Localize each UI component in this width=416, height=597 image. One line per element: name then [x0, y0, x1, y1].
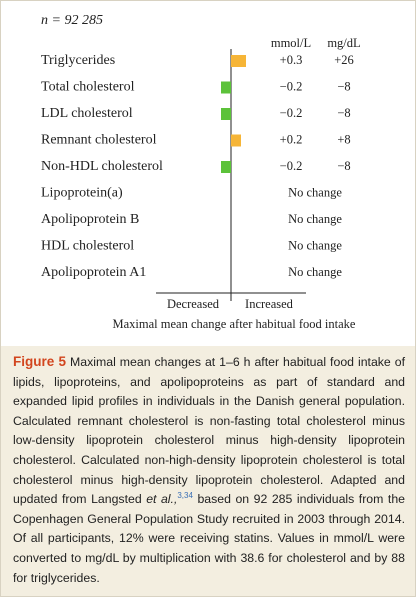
column-header: mmol/L	[271, 36, 311, 50]
bar	[231, 134, 241, 147]
value-label: −0.2	[280, 79, 303, 93]
row-label: HDL cholesterol	[41, 239, 134, 254]
bar	[231, 55, 246, 67]
caption-text: based on 92 285 individuals from the Cop…	[13, 492, 405, 585]
column-header: mg/dL	[327, 36, 360, 50]
value-label: −8	[337, 106, 350, 120]
value-label: +0.2	[280, 132, 303, 146]
row-label: Remnant cholesterol	[41, 133, 157, 148]
value-label: −8	[337, 79, 350, 93]
caption-reference: 3,34	[177, 491, 193, 501]
bar	[221, 81, 231, 94]
bar	[221, 161, 231, 173]
caption-italic: et al.,	[146, 492, 178, 507]
bar	[221, 108, 231, 120]
no-change-label: No change	[288, 265, 342, 279]
chart: n = 92 285 mmol/L mg/dL Decreased Increa…	[1, 1, 415, 346]
chart-title: n = 92 285	[41, 13, 103, 28]
chart-panel	[1, 1, 415, 346]
caption-label: Figure 5	[13, 354, 67, 369]
row-label: Apolipoprotein B	[41, 212, 139, 227]
row-label: Apolipoprotein A1	[41, 265, 146, 280]
row-label: Total cholesterol	[41, 80, 135, 95]
value-label: −0.2	[280, 106, 303, 120]
x-axis-label: Maximal mean change after habitual food …	[113, 317, 356, 331]
value-label: −8	[337, 159, 350, 173]
no-change-label: No change	[288, 185, 342, 199]
caption-text: Maximal mean changes at 1–6 h after habi…	[13, 355, 405, 507]
direction-label: Increased	[245, 297, 294, 311]
value-label: +26	[334, 53, 354, 67]
row-label: LDL cholesterol	[41, 106, 133, 121]
value-label: −0.2	[280, 159, 303, 173]
direction-label: Decreased	[167, 297, 220, 311]
row-label: Non-HDL cholesterol	[41, 159, 163, 174]
no-change-label: No change	[288, 238, 342, 252]
row-label: Lipoprotein(a)	[41, 186, 123, 201]
value-label: +0.3	[280, 53, 303, 67]
value-label: +8	[337, 132, 350, 146]
no-change-label: No change	[288, 212, 342, 226]
row-label: Triglycerides	[41, 53, 115, 68]
caption: Figure 5 Maximal mean changes at 1–6 h a…	[13, 352, 405, 588]
